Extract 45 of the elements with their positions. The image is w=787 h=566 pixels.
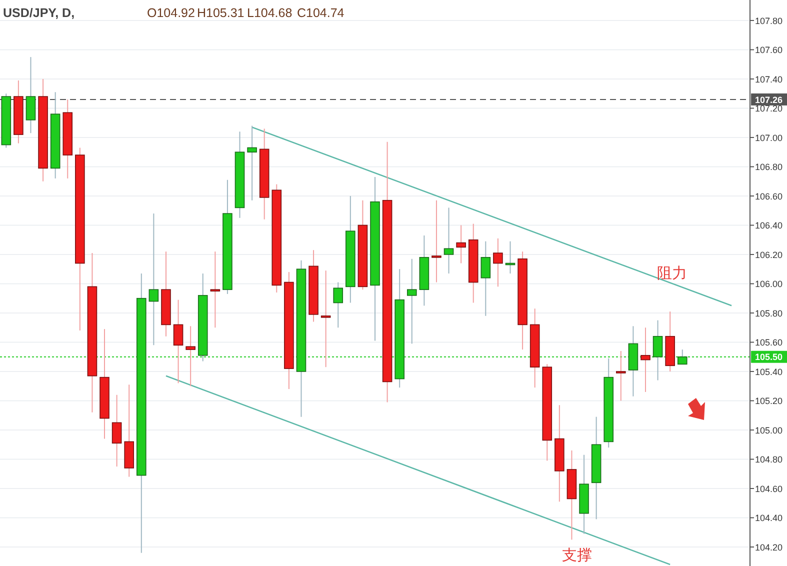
y-tick-label: 106.20 — [755, 250, 783, 260]
candlestick — [148, 213, 159, 346]
y-tick-label: 106.80 — [755, 162, 783, 172]
candlestick — [173, 299, 184, 384]
candlestick — [432, 200, 442, 283]
candlestick — [320, 270, 331, 368]
candlestick — [210, 251, 220, 328]
y-tick-label: 104.40 — [755, 513, 783, 524]
candlestick — [26, 56, 36, 134]
candlestick — [456, 224, 466, 264]
candlestick — [112, 394, 122, 468]
y-tick-label: 105.20 — [755, 396, 783, 406]
y-tick-label: 105.60 — [755, 338, 783, 348]
y-tick-label: 107.00 — [755, 132, 783, 143]
candlestick — [406, 258, 417, 344]
annotation: C104.74 — [297, 6, 344, 20]
y-tick-label: 107.20 — [755, 104, 783, 114]
ref-line-label: 107.26 — [755, 94, 783, 105]
candlestick — [247, 125, 257, 201]
annotation: 阻力 — [657, 265, 687, 282]
candlestick — [186, 326, 196, 387]
y-tick-label: 106.60 — [755, 191, 783, 202]
y-tick-label: 106.40 — [755, 220, 783, 231]
ref-line-label: 105.50 — [755, 352, 783, 362]
text: USD/JPY, D, — [3, 6, 75, 20]
candlestick — [616, 350, 626, 402]
y-tick-label: 104.60 — [755, 484, 783, 494]
annotation: 支撑 — [562, 547, 592, 564]
y-tick-label: 107.40 — [755, 74, 783, 84]
y-tick-label: 105.40 — [755, 366, 783, 377]
candlestick — [333, 282, 344, 328]
candlestick — [444, 207, 454, 274]
candlestick — [480, 240, 491, 316]
y-tick-label: 107.80 — [755, 16, 783, 26]
annotation: O104.92 — [147, 6, 196, 20]
y-tick-label: 105.00 — [755, 425, 783, 436]
candlestick — [493, 238, 503, 288]
y-tick-label: 107.60 — [755, 45, 783, 56]
annotation: L104.68 — [247, 6, 292, 20]
y-tick-label: 106.00 — [755, 279, 783, 290]
candlestick — [640, 327, 650, 392]
y-tick-label: 104.80 — [755, 454, 783, 465]
y-tick-label: 104.20 — [755, 542, 783, 552]
y-tick-label: 105.80 — [755, 308, 783, 318]
annotation: H105.31 — [197, 6, 244, 20]
